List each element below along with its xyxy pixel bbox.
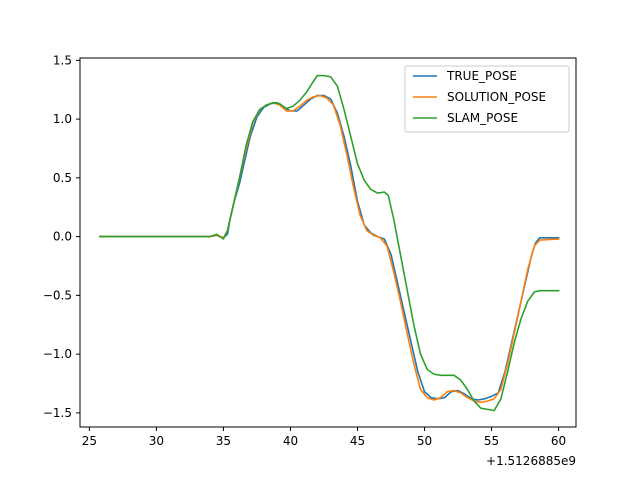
y-tick-label: 0.5 [53, 171, 72, 185]
x-tick-label: 45 [350, 434, 365, 448]
legend-label-solution-pose: SOLUTION_POSE [447, 90, 546, 104]
x-tick-label: 25 [82, 434, 97, 448]
x-tick-label: 50 [417, 434, 432, 448]
x-tick-label: 60 [551, 434, 566, 448]
y-tick-label: 1.0 [53, 112, 72, 126]
series-line-slam-pose [99, 74, 560, 412]
y-tick-label: −1.5 [43, 406, 72, 420]
legend: TRUE_POSE SOLUTION_POSE SLAM_POSE [404, 65, 570, 133]
y-tick-label: 1.5 [53, 53, 72, 67]
legend-box [404, 65, 570, 133]
x-tick-label: 40 [283, 434, 298, 448]
x-offset-label: +1.5126885e9 [486, 454, 576, 468]
x-axis: 25 30 35 40 45 50 55 60 [82, 427, 566, 448]
series-layer [99, 74, 560, 412]
y-tick-label: −1.0 [43, 347, 72, 361]
x-tick-label: 55 [484, 434, 499, 448]
y-tick-label: 0.0 [53, 230, 72, 244]
legend-label-true-pose: TRUE_POSE [446, 69, 517, 83]
plot-frame [79, 57, 577, 428]
y-tick-label: −0.5 [43, 288, 72, 302]
x-tick-label: 35 [216, 434, 231, 448]
legend-label-slam-pose: SLAM_POSE [447, 111, 518, 125]
x-tick-label: 30 [149, 434, 164, 448]
y-axis: 1.5 1.0 0.5 0.0 −0.5 −1.0 −1.5 [43, 53, 80, 420]
